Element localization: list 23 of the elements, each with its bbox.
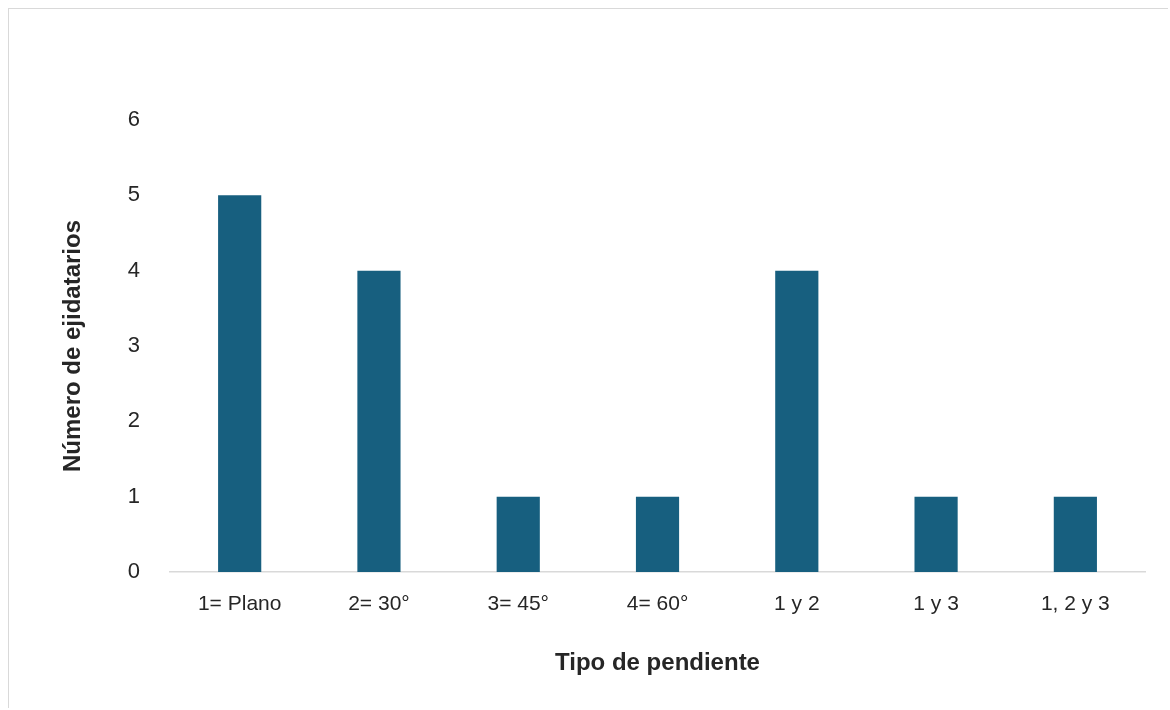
bar [914, 496, 958, 572]
x-tick-label: 2= 30° [348, 591, 410, 615]
y-tick-label: 0 [127, 558, 141, 584]
x-tick-label: 1= Plano [197, 591, 282, 615]
y-tick-label: 1 [127, 482, 141, 508]
y-tick-label: 6 [127, 106, 141, 132]
x-tick-label: 3= 45° [487, 591, 550, 615]
x-tick-label: 1, 2 y 3 [1040, 591, 1110, 615]
bar [775, 270, 819, 572]
y-tick-label: 5 [127, 181, 141, 207]
y-axis-title: Número de ejidatarios [58, 219, 86, 473]
bar [218, 195, 262, 572]
bar [635, 496, 680, 572]
x-tick-label: 1 y 3 [913, 591, 959, 615]
bar [496, 496, 540, 572]
x-tick-label: 4= 60° [626, 591, 689, 615]
x-tick-label: 1 y 2 [774, 591, 820, 615]
bar [357, 270, 401, 572]
y-tick-label: 3 [127, 332, 141, 358]
x-axis-title: Tipo de pendiente [555, 648, 760, 676]
y-tick-label: 4 [127, 256, 141, 282]
bar [1053, 496, 1097, 572]
y-tick-label: 2 [127, 407, 141, 433]
